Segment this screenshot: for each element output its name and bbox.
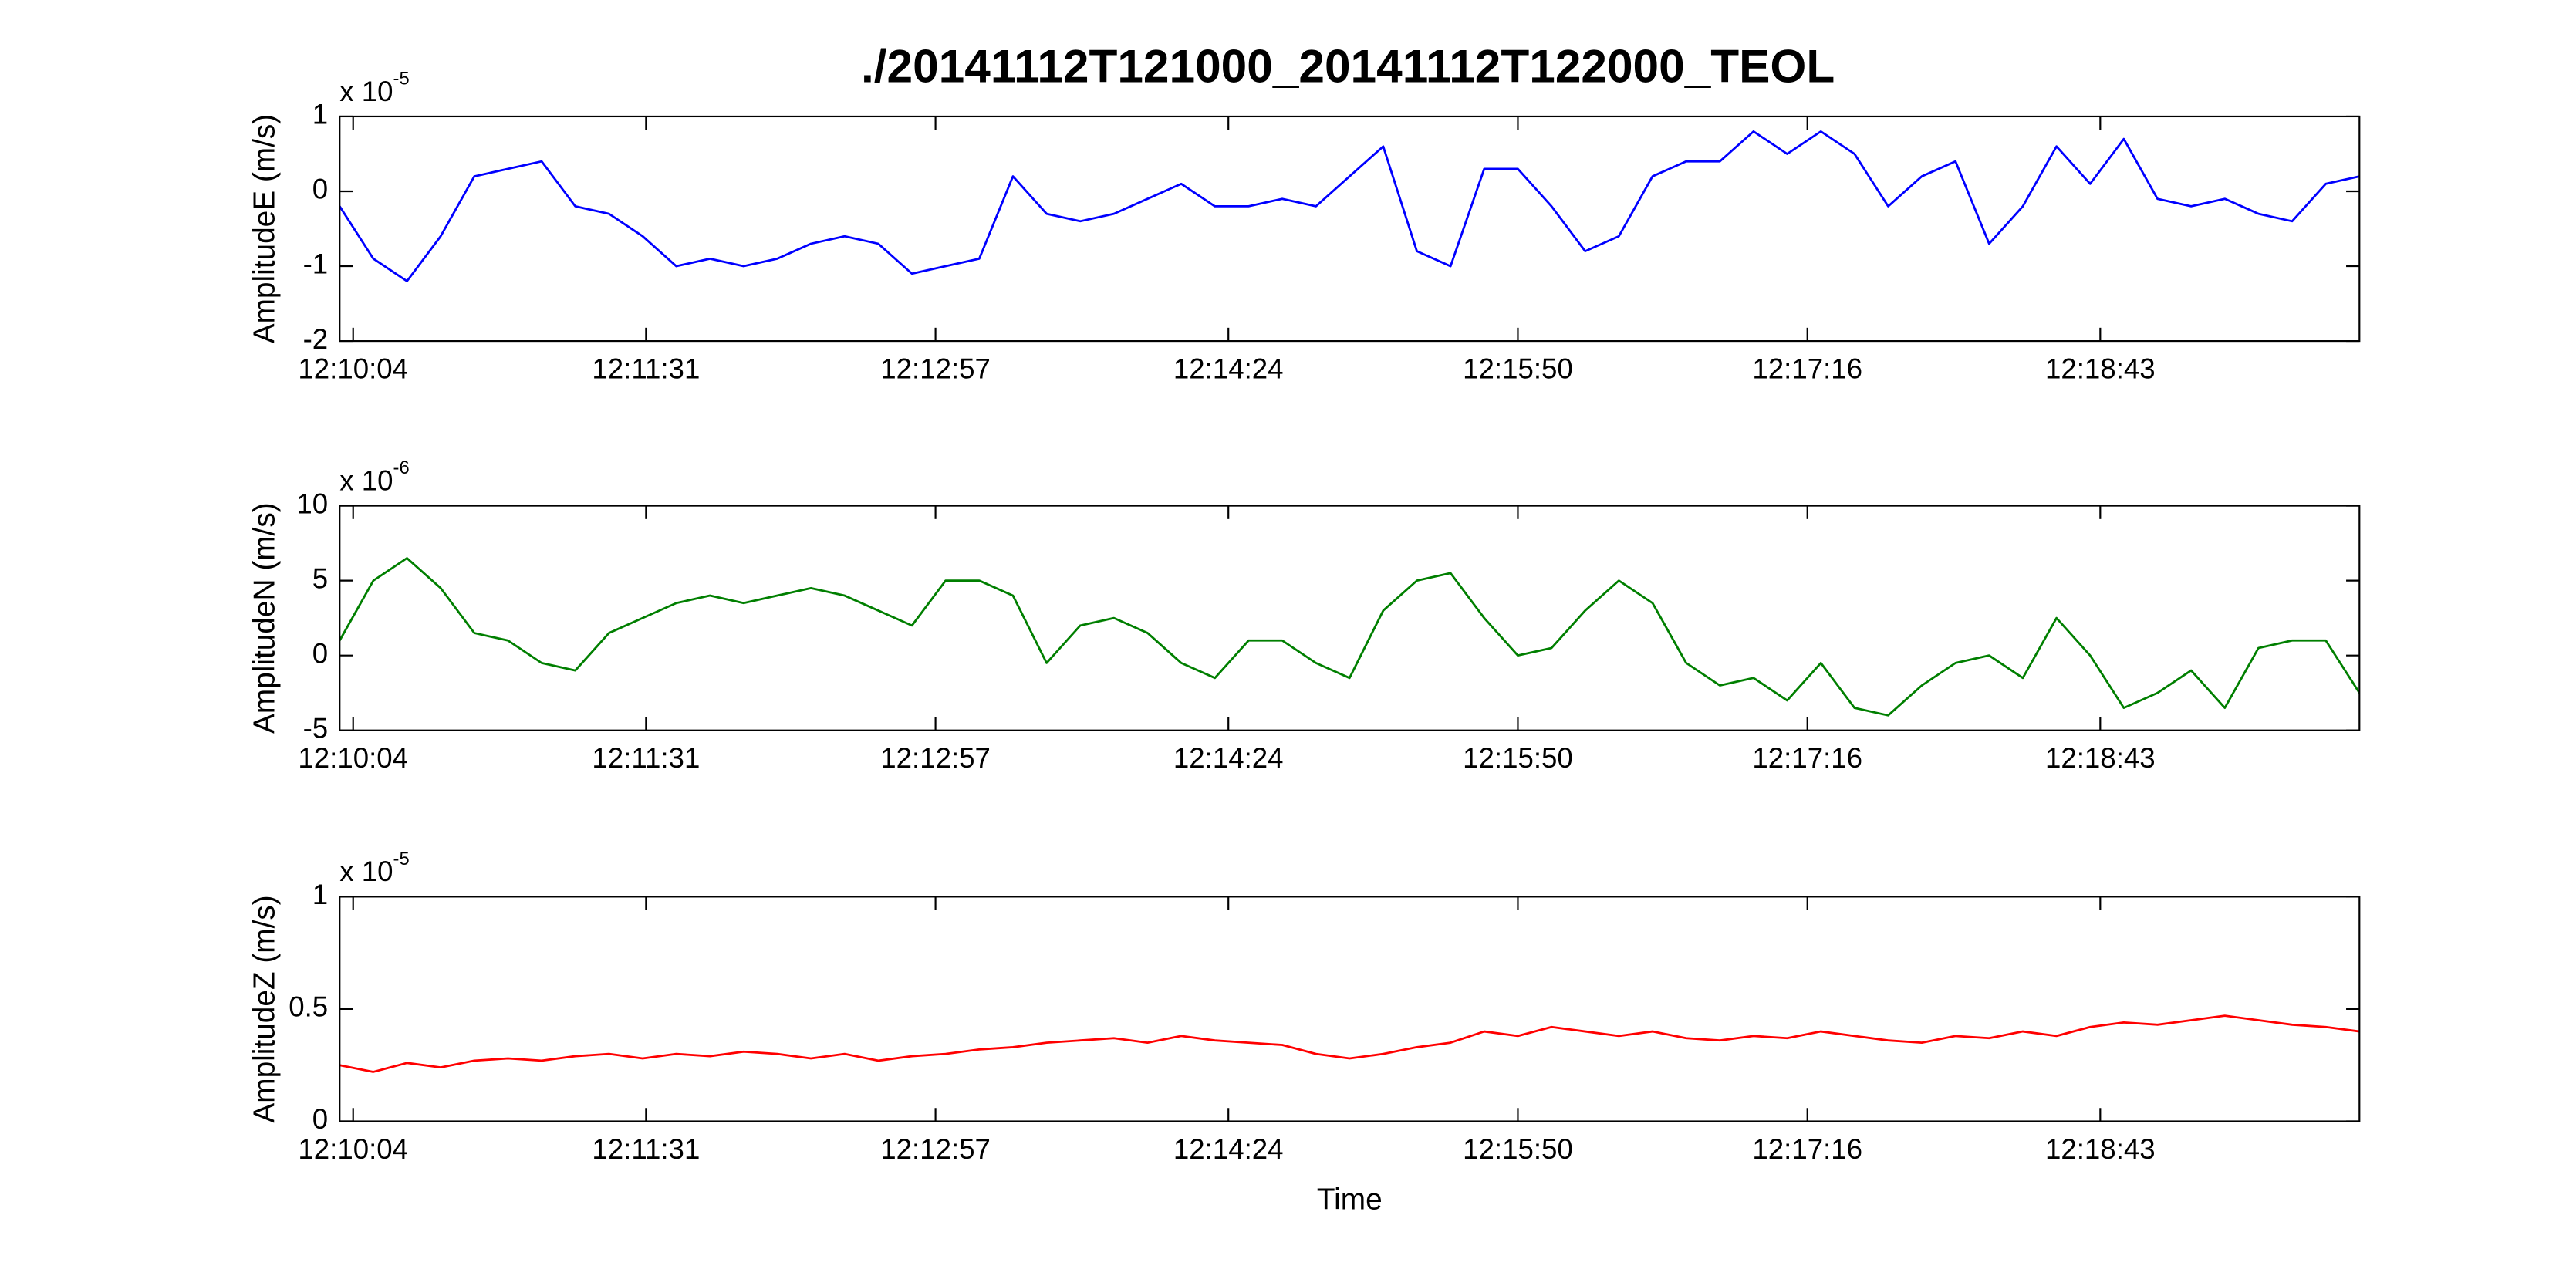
data-line [339,130,2360,282]
axes-box [339,505,2361,731]
x-tick-label: 12:14:24 [1173,1133,1284,1165]
y-tick-label: 1 [312,99,328,130]
y-axis-label: AmplitudeZ (m/s) [248,895,282,1122]
x-tick-label: 12:10:04 [298,1133,408,1165]
x-tick-label: 12:17:16 [1752,353,1862,385]
plot-area [339,1014,2360,1073]
y-tick-label: 5 [312,562,328,594]
x-tick-label: 12:17:16 [1752,1133,1862,1165]
x-tick-label: 12:11:31 [592,1133,700,1165]
figure-title: ./20141112T121000_20141112T122000_TEOL [861,40,1835,93]
multiplier-exponent: -5 [393,849,410,869]
y-tick-label: -5 [303,712,329,744]
plot-area [339,557,2360,717]
y-axis-label: AmplitudeN (m/s) [248,502,282,734]
plot-area [339,130,2360,282]
x-tick-label: 12:18:43 [2045,353,2156,385]
multiplier-base: x 10 [339,464,393,496]
x-tick-label: 12:15:50 [1463,742,1573,774]
x-tick-label: 12:18:43 [2045,1133,2156,1165]
multiplier-base: x 10 [339,75,393,106]
x-tick-label: 12:11:31 [592,353,700,385]
x-tick-label: 12:11:31 [592,742,700,774]
y-tick-label: 0.5 [289,991,328,1023]
y-tick-label: 0 [312,174,328,205]
data-line [339,1014,2360,1073]
axis-multiplier: x 10-5 [339,69,409,107]
multiplier-base: x 10 [339,856,393,887]
x-tick-label: 12:12:57 [880,742,991,774]
x-tick-label: 12:12:57 [880,353,991,385]
x-tick-label: 12:10:04 [298,742,408,774]
axis-multiplier: x 10-5 [339,849,409,887]
y-tick-label: 1 [312,879,328,910]
x-tick-label: 12:14:24 [1173,353,1284,385]
y-tick-label: -1 [303,248,329,280]
data-line [339,557,2360,717]
y-tick-label: 10 [296,488,328,519]
multiplier-exponent: -5 [393,69,410,89]
x-tick-label: 12:15:50 [1463,353,1573,385]
x-tick-label: 12:10:04 [298,353,408,385]
y-tick-label: 0 [312,1103,328,1135]
y-tick-label: -2 [303,323,329,355]
y-tick-label: 0 [312,637,328,669]
y-axis-label: AmplitudeE (m/s) [248,114,282,344]
multiplier-exponent: -6 [393,458,410,478]
x-tick-label: 12:18:43 [2045,742,2156,774]
x-tick-label: 12:17:16 [1752,742,1862,774]
x-tick-label: 12:14:24 [1173,742,1284,774]
x-tick-label: 12:15:50 [1463,1133,1573,1165]
x-tick-label: 12:12:57 [880,1133,991,1165]
x-axis-label: Time [1317,1183,1383,1216]
axis-multiplier: x 10-6 [339,458,409,496]
axes-box [339,115,2361,343]
